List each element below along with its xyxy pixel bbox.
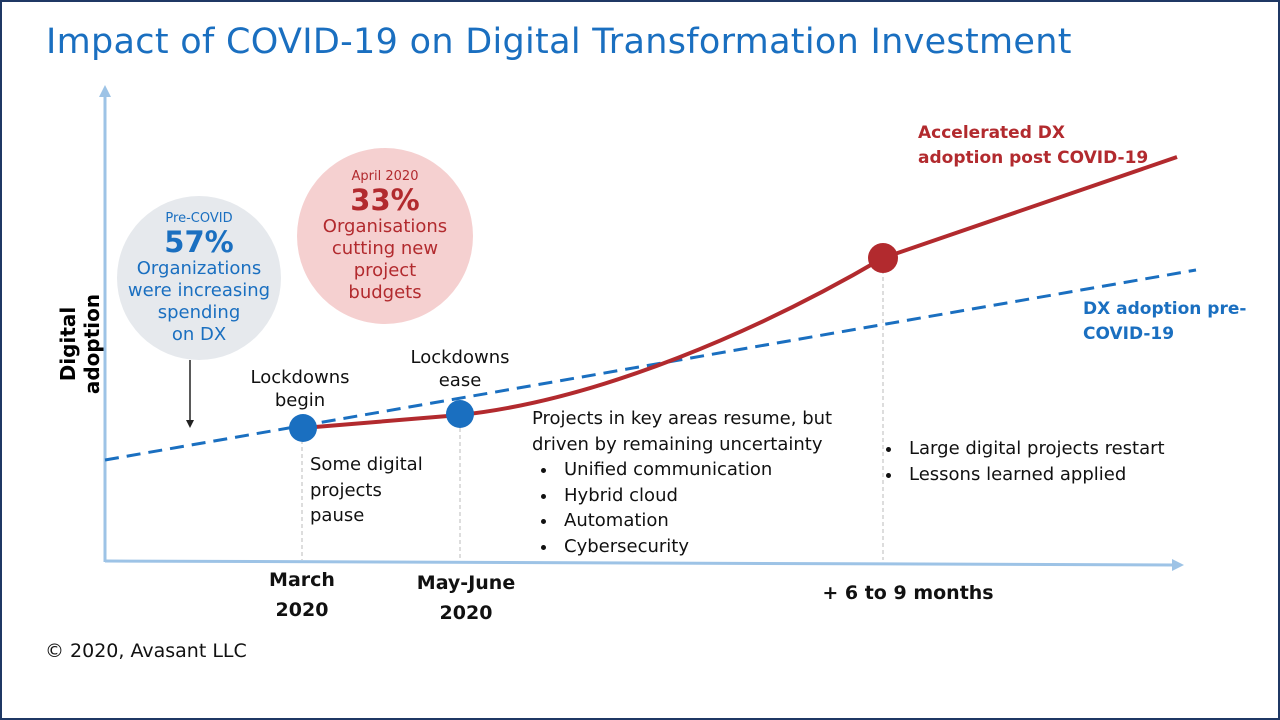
april-callout: April 2020 33% Organisations cutting new… (297, 148, 473, 324)
callout-text: spending (157, 301, 241, 323)
callout-text: on DX (171, 323, 227, 345)
label-line: pause (310, 505, 365, 526)
page-title: Impact of COVID-19 on Digital Transforma… (46, 22, 1072, 62)
tick-line: March (269, 569, 335, 591)
pre-covid-series-label: DX adoption pre- COVID-19 (1083, 297, 1246, 347)
list-item: Large digital projects restart (903, 436, 1165, 462)
callout-value: 57% (164, 224, 234, 259)
resume-notes: Projects in key areas resume, but driven… (532, 406, 832, 559)
projects-pause-label: Some digital projects pause (310, 452, 423, 529)
post-covid-series-label: Accelerated DX adoption post COVID-19 (918, 121, 1148, 171)
label-line: adoption post COVID-19 (918, 148, 1149, 168)
callout-caption: April 2020 (351, 168, 419, 184)
callout-caption: Pre-COVID (165, 210, 233, 226)
x-axis-arrow (1172, 559, 1184, 571)
label-line: Lockdowns (250, 367, 350, 388)
x-tick-may-june-2020: May-June 2020 (386, 568, 546, 628)
list-item: Lessons learned applied (903, 462, 1165, 488)
pre-covid-line (104, 268, 1197, 462)
list-item: Unified communication (558, 457, 832, 483)
callout-text: Organisations (322, 215, 448, 237)
tick-line: 2020 (439, 602, 493, 624)
label-line: Lockdowns (410, 347, 510, 368)
tick-line: May-June (416, 572, 516, 594)
resume-heading: driven by remaining uncertainty (532, 433, 823, 455)
callout-value: 33% (350, 182, 420, 217)
callout-text: Organizations (136, 257, 262, 279)
marker-6-9-months (868, 243, 898, 273)
callout-arrow-head (186, 420, 194, 428)
callout-text: cutting new (331, 237, 439, 259)
list-item: Cybersecurity (558, 534, 832, 560)
x-tick-march-2020: March 2020 (232, 565, 372, 625)
x-tick-6-9-months: + 6 to 9 months (808, 578, 1008, 608)
list-item: Hybrid cloud (558, 483, 832, 509)
label-line: begin (274, 390, 326, 411)
tick-line: 2020 (275, 599, 329, 621)
list-item: Automation (558, 508, 832, 534)
x-axis (104, 559, 1176, 567)
copyright: © 2020, Avasant LLC (45, 640, 247, 662)
label-line: ease (438, 370, 482, 391)
resume-heading: Projects in key areas resume, but (532, 408, 833, 429)
lockdowns-begin-label: Lockdowns begin (230, 366, 370, 412)
label-line: Accelerated DX (918, 123, 1066, 143)
y-axis-arrow (99, 85, 111, 97)
callout-text: were increasing (127, 279, 271, 301)
label-line: Some digital (310, 454, 423, 475)
label-line: projects (310, 479, 382, 501)
lockdowns-ease-label: Lockdowns ease (390, 346, 530, 392)
y-axis-label: Digital adoption (56, 293, 104, 395)
callout-text: project (353, 259, 417, 281)
marker-lockdowns-ease (446, 400, 474, 428)
marker-lockdowns-begin (289, 414, 317, 442)
label-line: DX adoption pre- (1083, 299, 1247, 319)
pre-covid-callout: Pre-COVID 57% Organizations were increas… (117, 196, 281, 360)
callout-text: budgets (348, 281, 422, 303)
label-line: COVID-19 (1083, 324, 1175, 344)
post-covid-line (302, 155, 1178, 430)
restart-notes: Large digital projects restart Lessons l… (885, 436, 1165, 487)
tick-line: + 6 to 9 months (822, 582, 994, 604)
